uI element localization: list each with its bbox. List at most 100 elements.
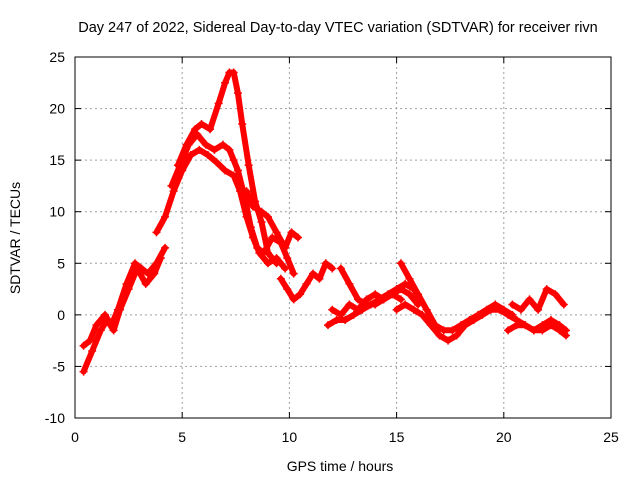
data-point-marker [86, 336, 95, 345]
series-trace [397, 260, 516, 334]
y-tick-label: 10 [49, 204, 65, 220]
data-point-marker [444, 336, 453, 345]
data-point-marker [263, 248, 272, 257]
plot-frame [74, 56, 612, 419]
y-tick-label: 5 [57, 255, 65, 271]
data-point-marker [293, 233, 302, 242]
data-point-marker [542, 285, 551, 294]
y-tick-label: -10 [45, 410, 65, 426]
data-point-marker [283, 254, 292, 263]
data-point-marker [137, 264, 146, 273]
data-point-marker [321, 259, 330, 268]
data-point-marker [253, 243, 262, 252]
data-point-marker [96, 326, 105, 335]
series-satellite-track-j [336, 264, 405, 309]
data-point-marker [229, 156, 238, 165]
series-satellite-track-e [173, 68, 281, 268]
series-satellite-track-g [276, 259, 337, 304]
data-point-marker [101, 310, 110, 319]
data-series [79, 68, 570, 376]
data-point-marker [414, 290, 423, 299]
data-point-marker [113, 305, 122, 314]
data-point-marker [401, 300, 410, 309]
x-tick-label: 20 [496, 429, 512, 445]
data-point-marker [499, 305, 508, 314]
series-satellite-track-l [396, 259, 517, 335]
data-point-marker [388, 290, 397, 299]
data-point-marker [332, 316, 341, 325]
chart-title: Day 247 of 2022, Sidereal Day-to-day VTE… [78, 20, 598, 36]
data-point-marker [409, 305, 418, 314]
data-point-marker [152, 228, 161, 237]
data-point-marker [362, 300, 371, 309]
data-point-marker [392, 305, 401, 314]
y-tick-label: -5 [53, 358, 66, 374]
data-point-marker [396, 295, 405, 304]
y-tick-label: 25 [49, 49, 65, 65]
data-point-marker [287, 228, 296, 237]
data-point-marker [452, 331, 461, 340]
data-point-marker [401, 279, 410, 288]
data-point-marker [79, 341, 88, 350]
data-point-marker [283, 285, 292, 294]
data-point-marker [107, 321, 116, 330]
data-point-marker [405, 274, 414, 283]
data-point-marker [482, 305, 491, 314]
data-point-marker [92, 321, 101, 330]
data-point-marker [182, 140, 191, 149]
data-point-marker [296, 290, 305, 299]
data-point-marker [529, 326, 538, 335]
data-point-marker [512, 321, 521, 330]
data-point-marker [525, 295, 534, 304]
data-point-marker [345, 279, 354, 288]
data-point-marker [504, 326, 513, 335]
data-point-marker [161, 243, 170, 252]
data-point-marker [302, 279, 311, 288]
series-trace [243, 188, 301, 251]
data-point-marker [186, 150, 195, 159]
data-point-marker [233, 89, 242, 98]
data-point-marker [203, 150, 212, 159]
data-point-marker [559, 300, 568, 309]
data-point-marker [238, 120, 247, 129]
y-tick-label: 0 [57, 307, 65, 323]
data-point-marker [221, 166, 230, 175]
grid [75, 57, 611, 418]
data-point-marker [281, 264, 290, 273]
data-point-marker [465, 316, 474, 325]
data-point-marker [79, 367, 88, 376]
data-point-marker [195, 145, 204, 154]
data-point-marker [508, 310, 517, 319]
x-axis: 0 5 10 15 20 25 [71, 57, 619, 445]
data-point-marker [422, 305, 431, 314]
data-point-marker [341, 316, 350, 325]
data-point-marker [201, 140, 210, 149]
data-point-marker [229, 68, 238, 77]
y-tick-label: 15 [49, 152, 65, 168]
series-trace [168, 131, 297, 277]
data-point-marker [345, 300, 354, 309]
data-point-marker [131, 259, 140, 268]
data-point-marker [212, 158, 221, 167]
data-point-marker [474, 310, 483, 319]
data-point-marker [214, 99, 223, 108]
data-point-marker [328, 264, 337, 273]
data-point-marker [336, 310, 345, 319]
data-point-marker [109, 326, 118, 335]
data-point-marker [379, 295, 388, 304]
data-point-marker [263, 259, 272, 268]
data-point-marker [521, 321, 530, 330]
data-point-marker [456, 321, 465, 330]
data-point-marker [405, 290, 414, 299]
data-point-marker [546, 321, 555, 330]
data-point-marker [323, 321, 332, 330]
x-axis-label: GPS time / hours [287, 458, 394, 474]
data-point-marker [349, 310, 358, 319]
y-tick-label: 20 [49, 101, 65, 117]
data-point-marker [555, 326, 564, 335]
data-point-marker [225, 145, 234, 154]
data-point-marker [315, 274, 324, 283]
data-point-marker [308, 269, 317, 278]
data-point-marker [257, 207, 266, 216]
data-point-marker [354, 295, 363, 304]
